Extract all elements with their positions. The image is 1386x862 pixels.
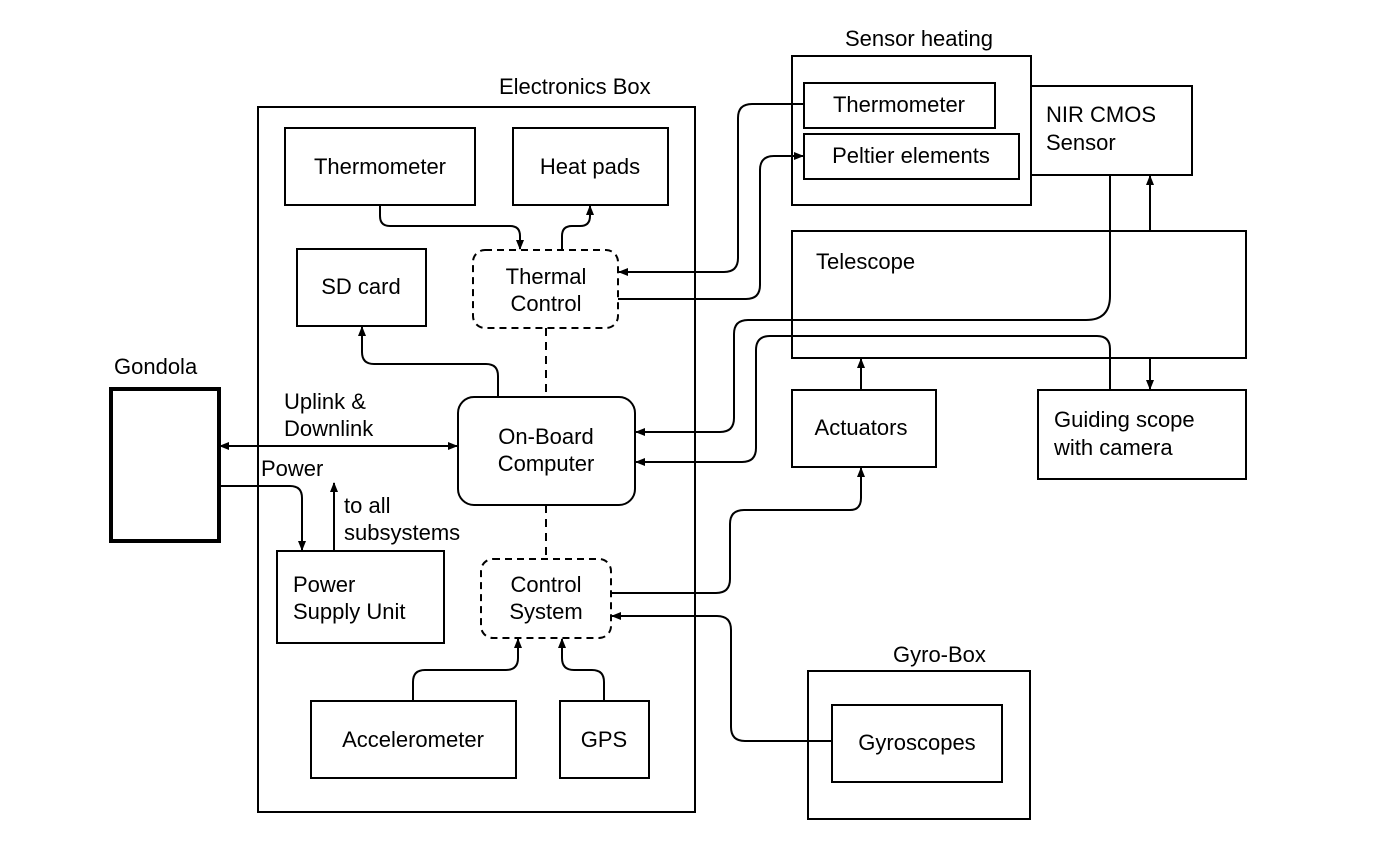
wire-accel-control	[412, 638, 522, 701]
uplink-label-1: Uplink &	[284, 389, 366, 414]
gyroscopes-label: Gyroscopes	[858, 730, 975, 755]
sensor-heating-title: Sensor heating	[845, 26, 993, 51]
telescope: Telescope	[791, 230, 1247, 359]
wire-gps-control	[558, 638, 605, 701]
power-supply-unit: Power Supply Unit	[276, 550, 445, 644]
guiding-scope-label-1: Guiding scope	[1054, 407, 1195, 432]
thermometer-eb: Thermometer	[284, 127, 476, 206]
sensor-heating-box: Sensor heating	[791, 26, 1032, 206]
actuators-label: Actuators	[815, 415, 908, 440]
power-supply-unit-label-2: Supply Unit	[293, 599, 406, 624]
gps-label: GPS	[581, 727, 627, 752]
electronics-box-title: Electronics Box	[499, 74, 651, 99]
accelerometer-label: Accelerometer	[342, 727, 484, 752]
thermometer-sensor: Thermometer	[803, 82, 996, 129]
wire-gyro-control	[611, 612, 832, 742]
wire-nir-obc	[635, 175, 1111, 436]
thermal-control-label-1: Thermal	[506, 264, 587, 289]
to-all-label-1: to all	[344, 493, 390, 518]
accelerometer: Accelerometer	[310, 700, 517, 779]
on-board-computer-label-1: On-Board	[498, 424, 593, 449]
gyro-box-title: Gyro-Box	[893, 642, 986, 667]
peltier-elements: Peltier elements	[803, 133, 1020, 180]
guiding-scope-label-2: with camera	[1053, 435, 1173, 460]
gondola: Gondola	[109, 354, 221, 543]
thermometer-eb-label: Thermometer	[314, 154, 446, 179]
wire-obc-to-sdcard	[358, 326, 499, 397]
gondola-title: Gondola	[114, 354, 198, 379]
thermometer-sensor-label: Thermometer	[833, 92, 965, 117]
wire-thermometer-to-thermal	[379, 205, 524, 250]
wire-control-actuators	[611, 467, 865, 594]
thermal-control: Thermal Control	[472, 249, 619, 329]
gps: GPS	[559, 700, 650, 779]
wire-thermal-to-heatpads	[561, 205, 594, 250]
gyroscopes: Gyroscopes	[831, 704, 1003, 783]
control-system: Control System	[480, 558, 612, 639]
sd-card-label: SD card	[321, 274, 400, 299]
power-label: Power	[261, 456, 323, 481]
on-board-computer: On-Board Computer	[457, 396, 636, 506]
wire-sensor-thermometer-thermal	[618, 103, 804, 276]
wire-thermal-peltier	[618, 152, 804, 300]
wire-guiding-obc	[635, 335, 1111, 466]
guiding-scope: Guiding scope with camera	[1037, 389, 1247, 480]
connectors	[219, 103, 1154, 742]
control-system-label-2: System	[509, 599, 582, 624]
heat-pads-label: Heat pads	[540, 154, 640, 179]
power-supply-unit-label-1: Power	[293, 572, 355, 597]
on-board-computer-label-2: Computer	[498, 451, 595, 476]
nir-cmos-sensor-label-2: Sensor	[1046, 130, 1116, 155]
thermal-control-label-2: Control	[511, 291, 582, 316]
telescope-label: Telescope	[816, 249, 915, 274]
wire-gondola-psu	[220, 485, 306, 551]
nir-cmos-sensor: NIR CMOS Sensor	[1030, 85, 1193, 176]
actuators: Actuators	[791, 389, 937, 468]
heat-pads: Heat pads	[512, 127, 669, 206]
uplink-label-2: Downlink	[284, 416, 374, 441]
sd-card: SD card	[296, 248, 427, 327]
peltier-elements-label: Peltier elements	[832, 143, 990, 168]
to-all-label-2: subsystems	[344, 520, 460, 545]
control-system-label-1: Control	[511, 572, 582, 597]
nir-cmos-sensor-label-1: NIR CMOS	[1046, 102, 1156, 127]
